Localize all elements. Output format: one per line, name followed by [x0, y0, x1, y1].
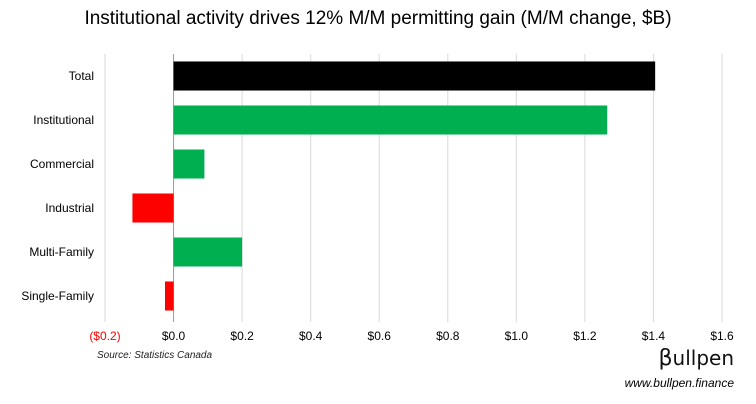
brand-block: βullpen www.bullpen.finance — [625, 347, 734, 390]
logo-text: ullpen — [672, 346, 734, 370]
category-label: Multi-Family — [29, 245, 94, 259]
bullpen-logo: βullpen — [625, 347, 734, 370]
category-label: Institutional — [33, 113, 94, 127]
gridlines — [104, 54, 723, 322]
x-tick-label: $1.2 — [573, 329, 597, 343]
x-tick-label: $0.8 — [436, 329, 460, 343]
category-label: Total — [69, 69, 94, 83]
logo-beta: β — [658, 346, 673, 371]
bar-commercial — [173, 149, 205, 179]
x-tick-labels: ($0.2) $0.0 $0.2 $0.4 $0.6 $0.8 $1.0 $1.2 $1.4 $1… — [89, 329, 734, 343]
x-tick-label: $0.0 — [162, 329, 186, 343]
x-tick-label: $0.4 — [299, 329, 323, 343]
category-label: Commercial — [30, 157, 94, 171]
x-tick-label: ($0.2) — [89, 329, 120, 343]
category-label: Single-Family — [21, 289, 94, 303]
bar-institutional — [173, 105, 608, 135]
bar-multi-family — [173, 237, 243, 267]
bar-single-family — [164, 281, 174, 311]
x-tick-label: $0.2 — [230, 329, 254, 343]
source-note: Source: Statistics Canada — [97, 350, 213, 361]
bars — [132, 61, 656, 311]
x-tick-label: $1.4 — [642, 329, 666, 343]
bar-industrial — [132, 193, 174, 223]
x-tick-label: $0.6 — [368, 329, 392, 343]
chart-title: Institutional activity drives 12% M/M pe… — [84, 8, 672, 29]
brand-url: www.bullpen.finance — [624, 376, 734, 390]
x-tick-label: $1.6 — [710, 329, 734, 343]
bar-total — [173, 61, 656, 91]
x-tick-label: $1.0 — [505, 329, 529, 343]
category-label: Industrial — [45, 201, 94, 215]
category-labels: Total Institutional Commercial Industrial Mu… — [21, 69, 94, 303]
